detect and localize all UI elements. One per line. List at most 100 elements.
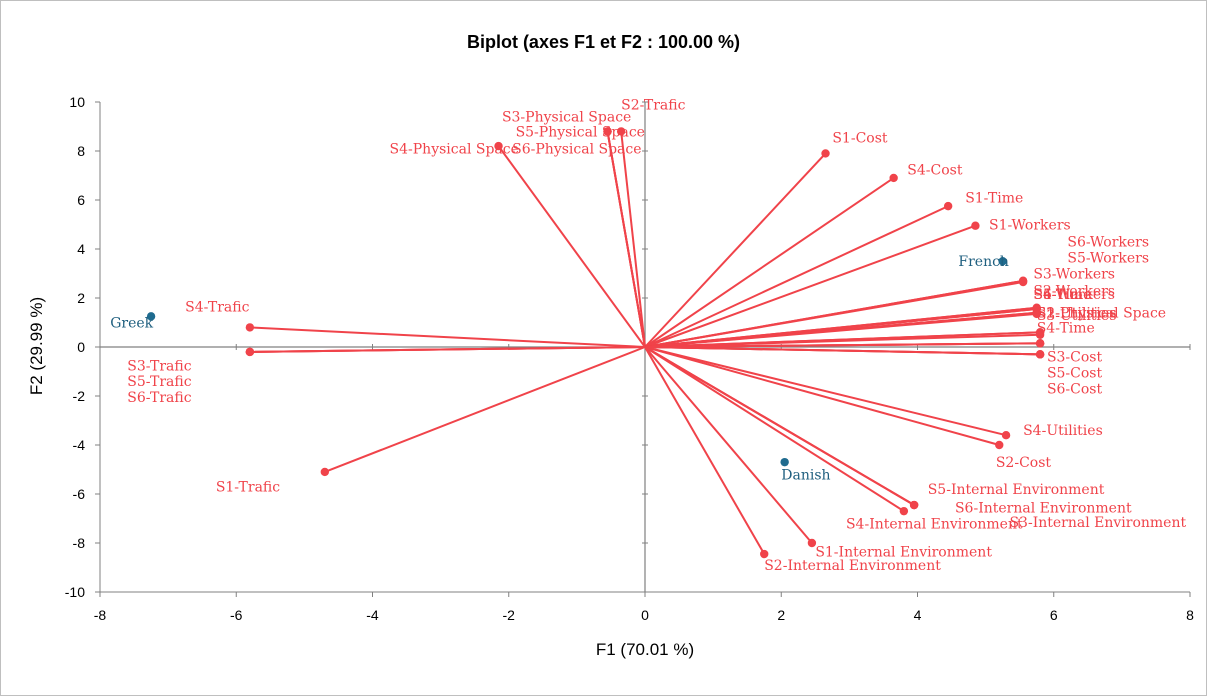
variable-label: S3-Workers <box>1033 266 1115 282</box>
variable-label: S4-Trafic <box>185 299 249 315</box>
variable-vector <box>644 333 1041 348</box>
variable-point <box>760 549 769 559</box>
variable-label: S5-Physical Space <box>516 124 645 140</box>
observation-point <box>146 312 156 321</box>
observation-label: Greek <box>110 315 153 331</box>
variable-label: S4-Cost <box>907 162 963 178</box>
y-tick-label: 8 <box>77 143 85 159</box>
x-tick-label: 0 <box>641 607 649 623</box>
variable-vector <box>497 145 646 348</box>
variable-label: S6-Time <box>1033 287 1091 303</box>
x-tick-label: -2 <box>503 607 516 623</box>
variable-point <box>1032 309 1041 319</box>
y-tick-label: 0 <box>77 339 85 355</box>
y-tick-label: -6 <box>73 486 86 502</box>
x-tick-label: -4 <box>366 607 379 623</box>
variable-label: S4-Time <box>1037 320 1095 336</box>
y-tick-label: -10 <box>65 584 85 600</box>
variable-label: S3-Cost <box>1047 350 1103 366</box>
variable-vector <box>644 281 1024 348</box>
variable-label: S3-Internal Environment <box>1009 515 1186 531</box>
variable-label: S6-Internal Environment <box>955 500 1132 516</box>
variable-label: S1-Cost <box>832 130 888 146</box>
variable-label: S1-Physical Space <box>1037 306 1166 322</box>
variable-point <box>807 538 817 548</box>
y-tick-label: -8 <box>73 535 86 551</box>
observation-point <box>998 257 1007 266</box>
variable-vector <box>644 152 827 348</box>
variable-point <box>616 127 626 136</box>
variable-point <box>1035 330 1045 339</box>
y-tick-label: -4 <box>73 437 86 453</box>
variable-label: S3-Utilities <box>1037 308 1117 324</box>
variable-vector <box>644 346 1000 446</box>
x-tick-label: 2 <box>777 607 785 623</box>
data-points <box>146 127 1045 559</box>
variable-vector <box>324 346 646 473</box>
variable-point <box>1001 431 1011 440</box>
variable-label: S1-Trafic <box>216 480 280 496</box>
y-axis-label: F2 (29.99 %) <box>27 296 46 396</box>
variable-vector <box>249 346 646 353</box>
observation-label: French <box>958 254 1009 270</box>
variable-label: S3-Physical Space <box>502 110 631 126</box>
variable-vector <box>249 326 646 348</box>
variable-label: S4-Internal Environment <box>846 516 1023 532</box>
variable-vector <box>644 312 1037 348</box>
y-tick-label: -2 <box>73 388 86 404</box>
x-tick-label: -6 <box>230 607 243 623</box>
variable-point <box>971 221 980 230</box>
variable-label: S2-Trafic <box>621 97 685 113</box>
variable-point <box>245 323 255 332</box>
variable-point <box>899 506 909 516</box>
observation-point <box>780 457 789 467</box>
variable-label: S4-Utilities <box>1023 423 1103 439</box>
chart-title: Biplot (axes F1 et F2 : 100.00 %) <box>466 32 741 52</box>
variable-vector <box>644 205 949 348</box>
variable-label: S2-Internal Environment <box>764 558 941 574</box>
axes: -8 -6 -4 -2 0 2 4 6 8 -10 -8 -6 -4 -2 0 2 4 6 8 10 <box>65 94 1194 623</box>
y-tick-label: 4 <box>77 241 85 257</box>
variable-label: S5-Time <box>1033 287 1091 303</box>
variable-label: S2-Utilities <box>1037 306 1117 322</box>
y-tick-label: 6 <box>77 192 85 208</box>
x-tick-label: 4 <box>914 607 922 623</box>
variable-label: S6-Physical Space <box>512 141 641 157</box>
x-axis-label: F1 (70.01 %) <box>595 640 695 659</box>
variable-point <box>603 127 612 136</box>
variable-point <box>245 347 255 357</box>
variable-vector <box>644 346 1041 356</box>
variable-point <box>821 149 830 158</box>
variable-vector <box>644 346 1007 437</box>
variable-vector <box>644 346 905 512</box>
variable-label: S2-Workers <box>1033 284 1115 300</box>
variable-label: S5-Internal Environment <box>928 482 1105 498</box>
variable-point <box>1018 277 1028 287</box>
x-tick-label: 6 <box>1050 607 1058 623</box>
observation-label: Danish <box>781 467 830 483</box>
variable-label: S4-Workers <box>1033 287 1115 303</box>
variable-vector <box>620 131 646 348</box>
variable-vectors <box>249 131 1041 555</box>
variable-vector <box>644 346 915 506</box>
variable-label: S1-Time <box>965 190 1023 206</box>
variable-vector <box>644 177 895 348</box>
variable-point <box>943 201 953 211</box>
variable-vector <box>644 346 813 544</box>
variable-vector <box>644 346 766 555</box>
variable-label: S6-Cost <box>1047 382 1103 398</box>
variable-point <box>1035 350 1045 359</box>
variable-label: S1-Utilities <box>1037 306 1117 322</box>
variable-label: S6-Trafic <box>127 390 191 406</box>
variable-label: S1-Workers <box>989 217 1071 233</box>
x-tick-label: -8 <box>94 607 107 623</box>
variable-point <box>909 500 919 510</box>
variable-point <box>1035 339 1045 348</box>
variable-point <box>889 173 898 183</box>
variable-vector <box>606 131 646 348</box>
variable-label: S5-Cost <box>1047 366 1103 382</box>
variable-point <box>995 440 1004 450</box>
variable-label: S5-Workers <box>1067 250 1149 266</box>
